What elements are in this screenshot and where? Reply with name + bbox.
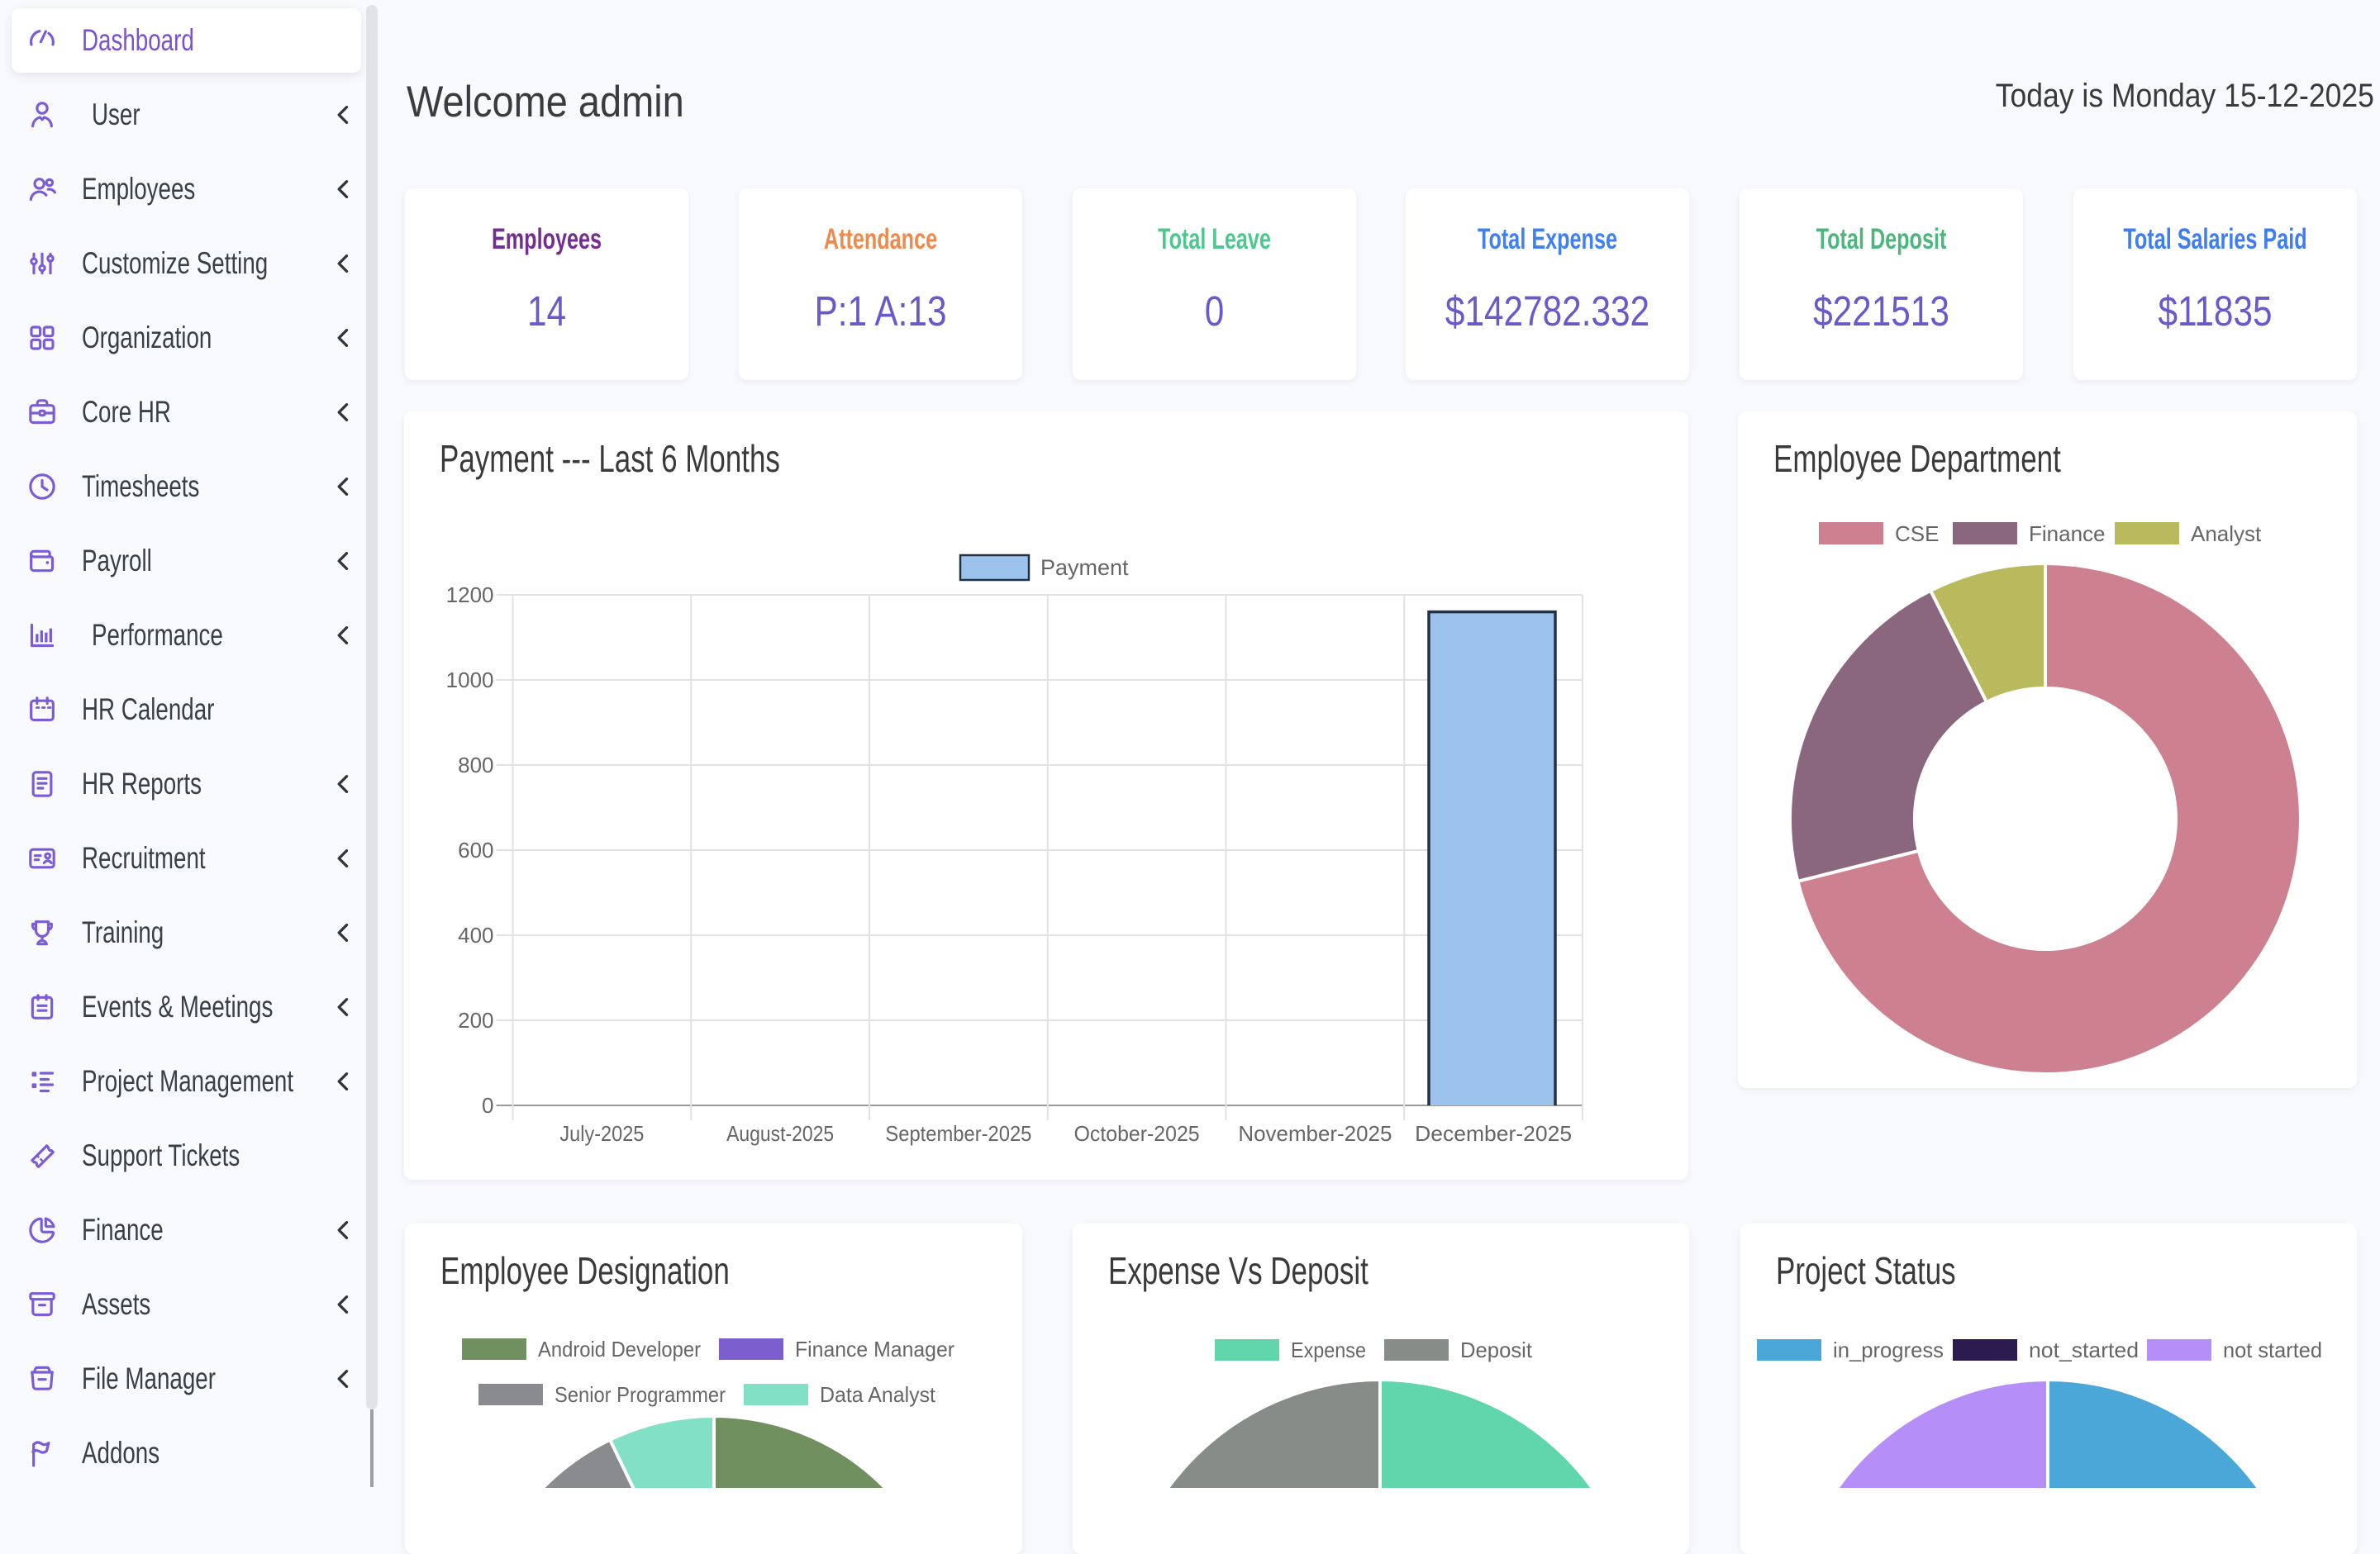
svg-text:November-2025: November-2025 bbox=[1238, 1121, 1392, 1146]
svg-text:in_progress: in_progress bbox=[1833, 1338, 1944, 1362]
svg-text:December-2025: December-2025 bbox=[1415, 1121, 1572, 1146]
svg-text:Finance: Finance bbox=[2029, 521, 2106, 546]
svg-text:400: 400 bbox=[458, 923, 493, 948]
svg-text:Finance Manager: Finance Manager bbox=[795, 1337, 954, 1362]
svg-text:August-2025: August-2025 bbox=[726, 1121, 834, 1146]
svg-text:July-2025: July-2025 bbox=[559, 1121, 644, 1146]
svg-text:1200: 1200 bbox=[446, 582, 494, 607]
svg-text:200: 200 bbox=[458, 1008, 493, 1033]
svg-text:CSE: CSE bbox=[1895, 521, 1939, 546]
svg-text:Deposit: Deposit bbox=[1460, 1338, 1533, 1362]
svg-text:Payment: Payment bbox=[1040, 555, 1129, 580]
svg-text:Expense: Expense bbox=[1291, 1338, 1366, 1362]
svg-text:Senior Programmer: Senior Programmer bbox=[555, 1382, 726, 1407]
svg-text:600: 600 bbox=[458, 838, 493, 863]
svg-text:0: 0 bbox=[482, 1093, 493, 1118]
svg-text:Analyst: Analyst bbox=[2191, 521, 2262, 546]
svg-text:October-2025: October-2025 bbox=[1074, 1121, 1200, 1146]
svg-text:800: 800 bbox=[458, 753, 493, 777]
svg-text:Android Developer: Android Developer bbox=[538, 1337, 701, 1362]
svg-text:September-2025: September-2025 bbox=[885, 1121, 1031, 1146]
svg-text:not_started: not_started bbox=[2029, 1338, 2139, 1362]
svg-text:1000: 1000 bbox=[446, 668, 494, 692]
svg-text:Data Analyst: Data Analyst bbox=[820, 1382, 936, 1407]
svg-text:not started: not started bbox=[2223, 1338, 2322, 1362]
